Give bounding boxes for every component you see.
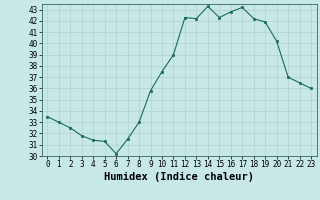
X-axis label: Humidex (Indice chaleur): Humidex (Indice chaleur) (104, 172, 254, 182)
